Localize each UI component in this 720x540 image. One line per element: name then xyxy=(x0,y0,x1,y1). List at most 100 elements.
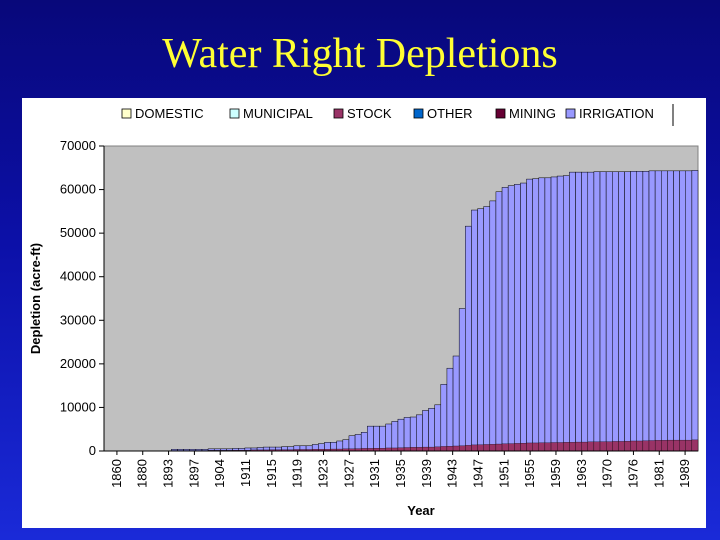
bar-irrigation xyxy=(544,177,552,452)
bar-irrigation xyxy=(434,404,442,452)
bar-irrigation xyxy=(679,170,687,452)
bar-stock xyxy=(489,444,497,452)
bar-irrigation xyxy=(440,384,448,452)
bar-stock xyxy=(532,442,539,452)
x-tick-label: 1959 xyxy=(548,459,563,488)
bar-stock xyxy=(648,440,656,452)
bar-stock xyxy=(612,441,619,452)
bar-irrigation xyxy=(685,170,693,452)
bar-irrigation xyxy=(654,170,662,452)
bar-irrigation xyxy=(379,425,386,452)
bar-stock xyxy=(544,442,552,452)
bar-irrigation xyxy=(391,421,399,452)
stock-bars xyxy=(171,439,699,452)
bar-irrigation xyxy=(422,410,429,452)
bar-stock xyxy=(661,440,668,452)
bar-irrigation xyxy=(526,178,533,452)
bar-irrigation xyxy=(385,423,393,452)
legend-swatch xyxy=(121,108,132,119)
x-tick-label: 1919 xyxy=(290,459,305,488)
legend-swatch xyxy=(565,108,576,119)
bar-stock xyxy=(673,439,680,452)
bar-irrigation xyxy=(514,184,521,452)
x-tick-label: 1897 xyxy=(186,459,201,488)
y-tick-label: 50000 xyxy=(60,225,96,240)
bar-irrigation xyxy=(446,367,454,452)
bar-stock xyxy=(465,445,472,452)
bar-irrigation xyxy=(471,209,478,452)
bar-irrigation xyxy=(538,177,546,452)
bar-irrigation xyxy=(612,171,619,452)
bar-irrigation xyxy=(495,191,503,452)
bar-irrigation xyxy=(520,182,527,452)
x-tick-label: 1860 xyxy=(109,459,124,488)
bar-stock xyxy=(593,441,601,452)
bar-irrigation xyxy=(563,175,570,452)
bar-irrigation xyxy=(667,170,674,452)
x-tick-label: 1893 xyxy=(161,459,176,488)
bar-stock xyxy=(526,442,533,452)
bar-stock xyxy=(508,443,515,452)
legend-label: MINING xyxy=(509,106,556,121)
legend-swatch xyxy=(413,108,424,119)
bar-irrigation xyxy=(532,178,540,452)
bar-irrigation xyxy=(605,171,613,452)
x-tick-label: 1970 xyxy=(600,459,615,488)
bar-irrigation xyxy=(465,225,472,452)
bar-irrigation xyxy=(458,308,466,452)
bar-stock xyxy=(550,442,558,452)
bar-stock xyxy=(685,439,693,452)
bar-stock xyxy=(624,441,631,452)
y-tick-label: 60000 xyxy=(60,182,96,197)
bar-stock xyxy=(452,445,460,452)
y-tick-label: 20000 xyxy=(60,356,96,371)
x-axis-title: Year xyxy=(407,503,434,518)
y-tick-label: 10000 xyxy=(60,399,96,414)
chart: DOMESTIC MUNICIPAL STOCK OTHER MINING IRRIGAT… xyxy=(28,104,699,518)
bar-stock xyxy=(557,442,564,452)
x-tick-label: 1951 xyxy=(496,459,511,488)
bar-irrigation xyxy=(501,187,509,452)
bar-stock xyxy=(563,442,570,452)
slide-title: Water Right Depletions xyxy=(162,31,558,77)
x-tick-label: 1915 xyxy=(264,459,279,488)
x-tick-label: 1963 xyxy=(574,459,589,488)
bar-irrigation xyxy=(648,170,656,452)
bar-stock xyxy=(667,439,674,452)
legend: DOMESTIC MUNICIPAL STOCK OTHER MINING IRRIGAT… xyxy=(121,104,674,126)
legend-swatch xyxy=(495,108,506,119)
bar-stock xyxy=(587,441,595,452)
bar-stock xyxy=(520,443,527,452)
x-tick-label: 1989 xyxy=(677,459,692,488)
bar-stock xyxy=(679,439,686,452)
bar-irrigation xyxy=(360,432,368,452)
bar-irrigation xyxy=(624,171,631,452)
y-axis: 0 10000 20000 30000 40000 50000 60000 70000 xyxy=(60,138,105,458)
y-tick-label: 40000 xyxy=(60,269,96,284)
x-tick-label: 1880 xyxy=(135,459,150,488)
bar-irrigation xyxy=(575,171,582,452)
bar-stock xyxy=(654,440,662,452)
bar-stock xyxy=(434,446,441,452)
bar-irrigation xyxy=(569,171,576,452)
bar-stock xyxy=(575,441,582,452)
bar-stock xyxy=(514,443,521,452)
bar-irrigation xyxy=(642,171,650,452)
bar-stock xyxy=(618,441,625,452)
bar-stock xyxy=(630,440,637,452)
bar-stock xyxy=(471,444,478,452)
x-tick-label: 1943 xyxy=(445,459,460,488)
bar-irrigation xyxy=(452,355,460,452)
bar-irrigation xyxy=(673,170,680,452)
bar-irrigation xyxy=(397,418,405,452)
x-tick-label: 1981 xyxy=(651,459,666,488)
bar-stock xyxy=(691,439,699,452)
bar-irrigation xyxy=(373,425,380,452)
bar-stock xyxy=(422,446,429,452)
bar-irrigation xyxy=(618,171,625,452)
bar-stock xyxy=(483,444,490,452)
bar-irrigation xyxy=(483,206,491,452)
bar-stock xyxy=(605,441,613,452)
bar-stock xyxy=(495,443,503,452)
bar-irrigation xyxy=(403,417,411,452)
